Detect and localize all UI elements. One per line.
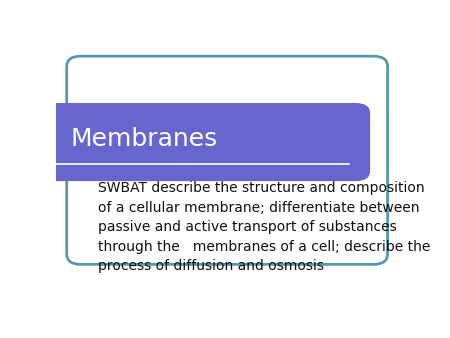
FancyBboxPatch shape [67,56,387,264]
Text: Membranes: Membranes [70,127,217,151]
Text: SWBAT describe the structure and composition
of a cellular membrane; differentia: SWBAT describe the structure and composi… [98,181,431,273]
FancyBboxPatch shape [42,103,370,181]
